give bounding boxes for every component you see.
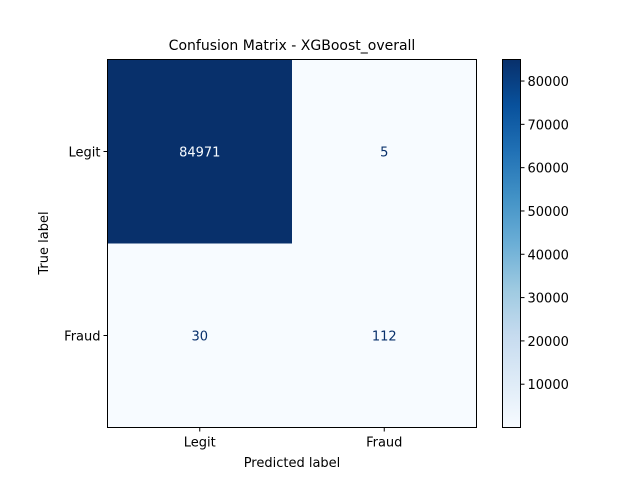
x-axis-ticks: Legit Fraud bbox=[184, 427, 402, 451]
x-tick-label: Legit bbox=[184, 436, 216, 451]
x-axis-label: Predicted label bbox=[244, 456, 341, 471]
colorbar-ticks: 10000 20000 30000 40000 50000 60000 70000 80000 bbox=[520, 75, 569, 393]
y-tick-label: Legit bbox=[69, 146, 101, 161]
colorbar-tick-label: 30000 bbox=[528, 292, 569, 307]
colorbar-tick-label: 80000 bbox=[528, 75, 569, 90]
cell-value-label: 30 bbox=[191, 330, 208, 345]
colorbar-tick-label: 20000 bbox=[528, 335, 569, 350]
colorbar-tick-label: 70000 bbox=[528, 118, 569, 133]
matrix-cell-labels: 84971 5 30 112 bbox=[179, 146, 397, 345]
cell-value-label: 112 bbox=[372, 330, 397, 345]
matrix-frame bbox=[107, 59, 477, 428]
y-axis-label: True label bbox=[37, 211, 52, 275]
x-tick-label: Fraud bbox=[366, 436, 402, 451]
matrix-cell bbox=[107, 243, 293, 428]
colorbar-tick-label: 10000 bbox=[528, 378, 569, 393]
colorbar bbox=[502, 59, 521, 428]
matrix-cell bbox=[292, 243, 477, 428]
matrix-cell bbox=[107, 59, 293, 244]
chart-title: Confusion Matrix - XGBoost_overall bbox=[169, 38, 416, 54]
colorbar-tick-label: 40000 bbox=[528, 248, 569, 263]
colorbar-tick-label: 50000 bbox=[528, 205, 569, 220]
y-axis-ticks: Legit Fraud bbox=[64, 146, 108, 345]
matrix-cell bbox=[292, 59, 477, 244]
colorbar-tick-label: 60000 bbox=[528, 162, 569, 177]
y-tick-label: Fraud bbox=[64, 330, 100, 345]
cell-value-label: 84971 bbox=[179, 146, 220, 161]
cell-value-label: 5 bbox=[380, 146, 388, 161]
matrix-cells bbox=[107, 59, 477, 428]
